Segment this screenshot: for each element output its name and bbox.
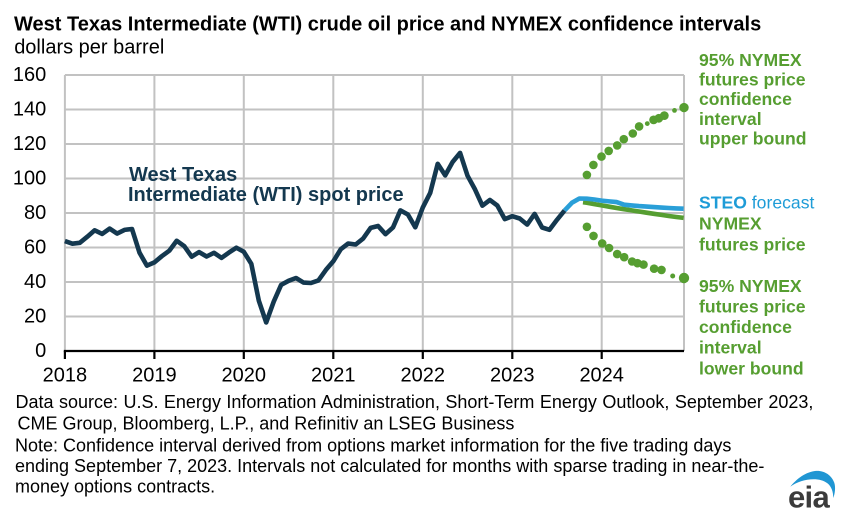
- svg-text:2024: 2024: [579, 365, 624, 387]
- svg-text:60: 60: [24, 237, 46, 259]
- svg-text:120: 120: [13, 133, 46, 155]
- svg-text:West Texas: West Texas: [129, 164, 237, 186]
- svg-text:95% NYMEX: 95% NYMEX: [699, 50, 802, 70]
- svg-text:2022: 2022: [401, 365, 446, 387]
- svg-text:Note: Confidence interval deri: Note: Confidence interval derived from o…: [15, 436, 731, 456]
- svg-text:West Texas Intermediate (WTI): West Texas Intermediate (WTI) crude oil …: [14, 13, 761, 35]
- svg-text:100: 100: [13, 168, 46, 190]
- svg-text:2021: 2021: [311, 365, 356, 387]
- svg-text:140: 140: [13, 99, 46, 121]
- svg-text:STEO forecast: STEO forecast: [699, 193, 814, 213]
- svg-text:2019: 2019: [132, 365, 177, 387]
- svg-text:Intermediate (WTI) spot price: Intermediate (WTI) spot price: [128, 184, 404, 206]
- svg-text:interval: interval: [699, 338, 762, 358]
- svg-text:Data source: U.S. Energy Infor: Data source: U.S. Energy Information Adm…: [16, 392, 814, 412]
- svg-text:CME Group, Bloomberg, L.P., an: CME Group, Bloomberg, L.P., and Refiniti…: [18, 414, 515, 434]
- svg-text:160: 160: [13, 64, 46, 86]
- svg-text:dollars per barrel: dollars per barrel: [14, 36, 164, 58]
- svg-text:futures price: futures price: [699, 235, 806, 255]
- svg-text:futures price: futures price: [699, 297, 806, 317]
- svg-text:money options contracts.: money options contracts.: [15, 477, 215, 497]
- svg-text:confidence: confidence: [699, 317, 792, 337]
- svg-text:2023: 2023: [490, 365, 535, 387]
- svg-text:ending September 7, 2023. Inte: ending September 7, 2023. Intervals not …: [15, 456, 764, 476]
- svg-text:upper bound: upper bound: [699, 128, 807, 148]
- svg-text:80: 80: [24, 202, 46, 224]
- svg-text:0: 0: [35, 340, 46, 362]
- svg-text:NYMEX: NYMEX: [699, 214, 762, 234]
- svg-text:futures price: futures price: [699, 70, 806, 90]
- svg-text:interval: interval: [699, 109, 762, 129]
- svg-text:2018: 2018: [43, 365, 88, 387]
- svg-text:20: 20: [24, 306, 46, 328]
- svg-text:confidence: confidence: [699, 89, 792, 109]
- svg-text:95% NYMEX: 95% NYMEX: [699, 276, 802, 296]
- svg-text:2020: 2020: [222, 365, 267, 387]
- svg-text:eia: eia: [788, 479, 830, 514]
- svg-text:lower bound: lower bound: [699, 358, 804, 378]
- svg-text:40: 40: [24, 271, 46, 293]
